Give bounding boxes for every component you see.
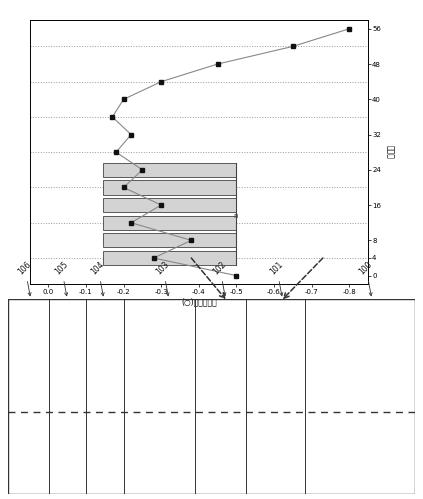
Text: 104: 104 — [90, 259, 106, 296]
Text: n: n — [234, 213, 238, 220]
Text: 102: 102 — [212, 259, 228, 296]
Bar — [103, 198, 236, 212]
Text: 105: 105 — [53, 259, 70, 296]
Text: 100: 100 — [358, 259, 374, 296]
Bar — [103, 234, 236, 248]
Y-axis label: 结构度: 结构度 — [385, 145, 394, 159]
Bar — [103, 251, 236, 265]
Text: 106: 106 — [16, 259, 33, 296]
X-axis label: (○)位移变化量: (○)位移变化量 — [181, 297, 217, 306]
Text: 101: 101 — [268, 259, 285, 296]
Bar — [103, 163, 236, 177]
Text: 103: 103 — [155, 259, 171, 296]
Bar — [103, 181, 236, 195]
Bar — [103, 216, 236, 230]
